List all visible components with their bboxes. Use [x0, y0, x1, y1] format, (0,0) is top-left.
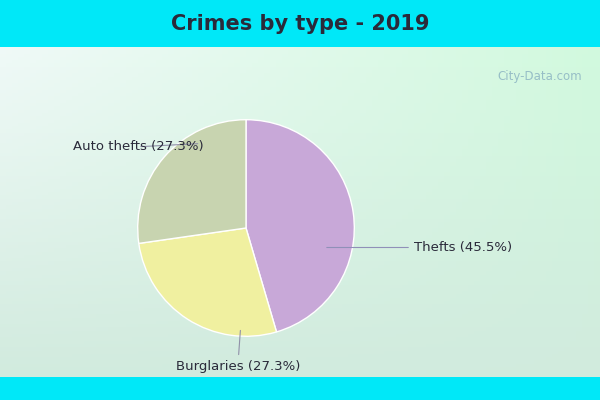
Text: Crimes by type - 2019: Crimes by type - 2019 [171, 14, 429, 34]
Text: Auto thefts (27.3%): Auto thefts (27.3%) [73, 140, 203, 153]
Text: Thefts (45.5%): Thefts (45.5%) [327, 241, 512, 254]
Wedge shape [137, 120, 246, 244]
Text: Burglaries (27.3%): Burglaries (27.3%) [176, 330, 300, 373]
Text: City-Data.com: City-Data.com [497, 70, 582, 83]
Wedge shape [139, 228, 277, 336]
Wedge shape [246, 120, 355, 332]
